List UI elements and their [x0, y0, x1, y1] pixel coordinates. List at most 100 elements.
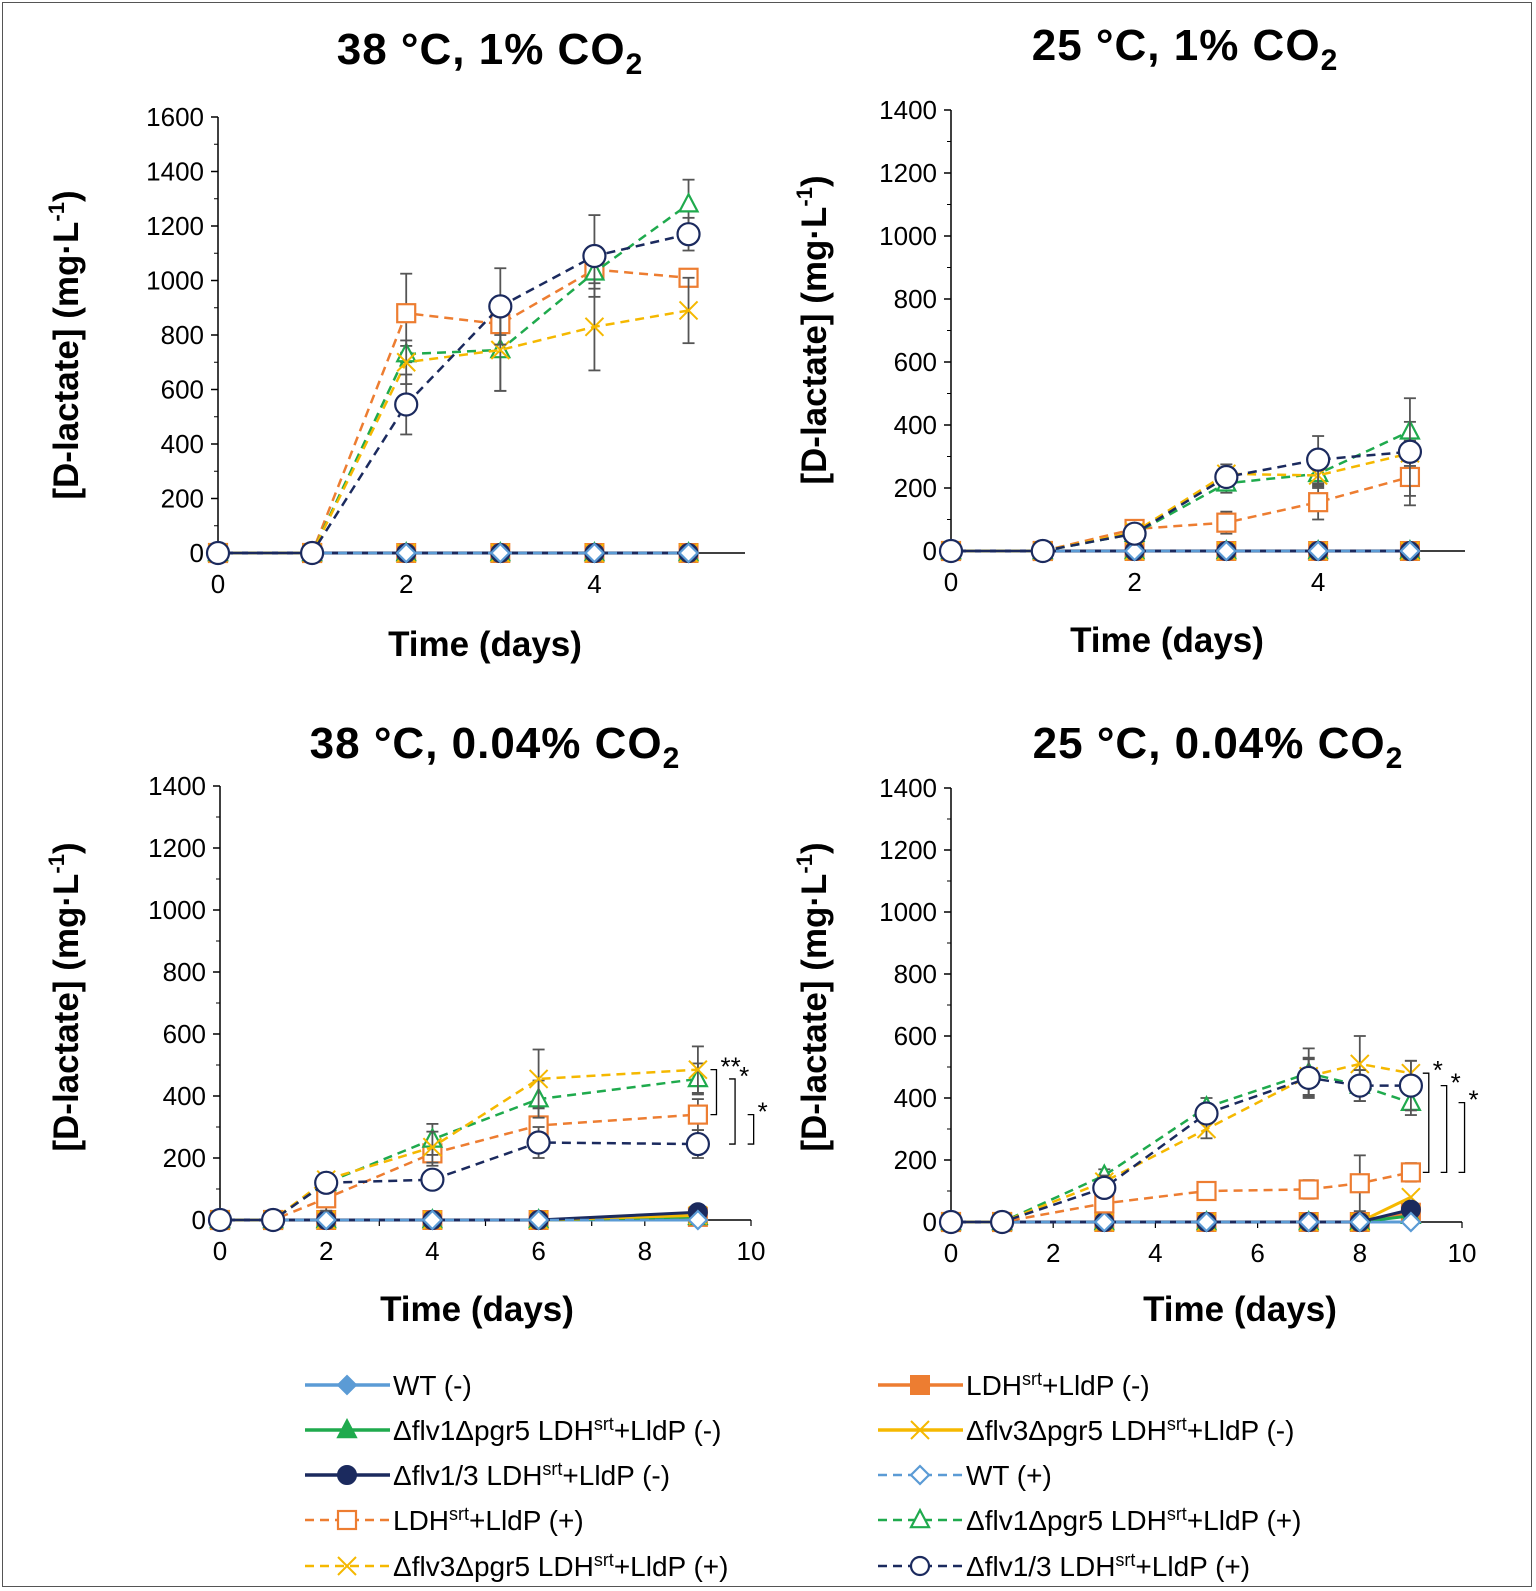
y-tick-label: 400	[894, 1083, 937, 1113]
y-tick-label: 1000	[146, 266, 204, 296]
series-flv3pgr5_plus	[210, 1045, 708, 1230]
y-tick-label: 1400	[879, 773, 937, 803]
y-tick-label: 400	[161, 429, 204, 459]
x-tick-label: 0	[211, 569, 225, 599]
data-point	[1195, 1211, 1218, 1233]
data-point	[584, 317, 605, 337]
x-tick-label: 2	[399, 569, 413, 599]
series-flv3pgr5_plus	[941, 439, 1420, 561]
data-point	[489, 542, 511, 564]
x-tick-label: 2	[1127, 567, 1141, 597]
y-tick-label: 1600	[146, 102, 204, 132]
legend-label: WT (+)	[966, 1460, 1052, 1491]
bracket-line	[1458, 1102, 1466, 1174]
significance-label: *	[739, 1061, 749, 1091]
significance-bracket: *	[729, 1061, 749, 1145]
y-tick-label: 800	[894, 284, 937, 314]
significance-label: *	[1469, 1085, 1479, 1115]
bracket-line	[747, 1113, 755, 1145]
legend-marker	[336, 1417, 358, 1439]
y-tick-label: 600	[894, 1021, 937, 1051]
y-tick-label: 600	[894, 347, 937, 377]
series-line	[218, 203, 690, 555]
legend-label: WT (-)	[393, 1370, 472, 1401]
data-point	[938, 538, 964, 564]
data-point	[1298, 1211, 1320, 1233]
legend-item-wt_plus: WT (+)	[878, 1460, 1052, 1491]
legend-marker	[336, 1374, 358, 1396]
data-point	[261, 1207, 286, 1233]
legend-marker	[337, 1556, 357, 1576]
series-line	[951, 475, 1411, 553]
data-point	[687, 1209, 709, 1231]
data-point	[1214, 464, 1239, 490]
series-flv3pgr5_plus	[941, 1035, 1421, 1232]
y-tick-label: 1400	[879, 95, 937, 125]
series-line	[951, 1208, 1412, 1224]
x-tick-label: 4	[587, 569, 601, 599]
legend-item-flv1pgr5_minus: Δflv1Δpgr5 LDHsrt+LldP (-)	[305, 1414, 721, 1446]
data-point	[1296, 1065, 1321, 1090]
y-tick-label: 200	[163, 1143, 206, 1173]
series-flv13_plus	[938, 1058, 1424, 1235]
significance-bracket: *	[1422, 1055, 1443, 1174]
data-point	[1093, 1211, 1115, 1233]
significance-bracket: *	[747, 1097, 768, 1145]
data-point	[1400, 1162, 1422, 1183]
x-tick-label: 6	[531, 1236, 545, 1266]
data-point	[1122, 521, 1147, 546]
data-point	[1307, 540, 1329, 562]
significance-label: *	[758, 1097, 768, 1127]
series-line	[951, 1195, 1412, 1224]
x-axis-label: Time (days)	[388, 625, 582, 664]
data-point	[1306, 447, 1331, 472]
data-point	[1397, 439, 1423, 464]
y-tick-label: 0	[923, 1207, 937, 1237]
panel-title: 25 °C, 0.04% CO2	[1033, 719, 1404, 775]
y-tick-label: 1400	[148, 771, 206, 801]
data-point	[395, 542, 417, 564]
data-point	[583, 542, 605, 564]
x-tick-label: 4	[1311, 567, 1325, 597]
series-line	[220, 1077, 699, 1222]
data-point	[1196, 1180, 1217, 1202]
y-tick-label: 400	[894, 410, 937, 440]
series-flv1pgr5_plus	[207, 178, 700, 562]
y-tick-label: 400	[163, 1081, 206, 1111]
data-point	[678, 300, 699, 321]
series-line	[951, 1076, 1411, 1224]
y-tick-label: 1200	[879, 158, 937, 188]
legend-label: Δflv1Δpgr5 LDHsrt+LldP (-)	[393, 1414, 721, 1446]
series-line	[220, 1068, 698, 1222]
series-flv1pgr5_plus	[940, 419, 1421, 560]
data-point	[396, 352, 416, 372]
data-point	[688, 1059, 708, 1080]
y-tick-label: 200	[161, 484, 204, 514]
data-point	[1030, 538, 1055, 564]
legend-item-flv3pgr5_plus: Δflv3Δpgr5 LDHsrt+LldP (+)	[305, 1550, 728, 1582]
data-point	[396, 303, 417, 324]
series-flv3pgr5_minus	[210, 1205, 708, 1230]
data-point	[205, 540, 231, 566]
series-flv13_plus	[938, 397, 1423, 564]
y-tick-label: 1000	[879, 897, 937, 927]
data-point	[421, 1209, 443, 1231]
legend-item-ldh_minus: LDHsrt+LldP (-)	[878, 1369, 1150, 1401]
legend-marker	[909, 1464, 931, 1486]
x-axis-label: Time (days)	[1070, 621, 1264, 660]
data-point	[528, 1209, 550, 1231]
x-tick-label: 6	[1250, 1238, 1264, 1268]
y-axis-label: [D-lactate] (mg·L-1)	[44, 190, 86, 499]
data-point	[394, 392, 419, 417]
x-axis-label: Time (days)	[380, 1290, 574, 1329]
legend-item-wt_minus: WT (-)	[305, 1370, 472, 1401]
x-tick-label: 0	[213, 1236, 227, 1266]
legend-marker	[337, 1465, 357, 1485]
series-line	[951, 452, 1411, 553]
legend-item-ldh_plus: LDHsrt+LldP (+)	[305, 1504, 584, 1536]
plot-area: 0 200 400 600 800 1000 1200 1400 1600 0 2 4	[146, 102, 745, 599]
panel-title: 38 °C, 1% CO2	[337, 25, 644, 81]
